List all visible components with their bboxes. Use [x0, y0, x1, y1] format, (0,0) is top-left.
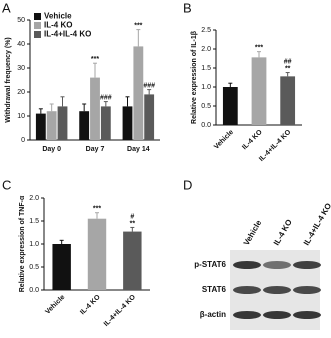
y-tick-label: 1.0 — [201, 84, 211, 91]
bar — [280, 76, 296, 125]
bar — [57, 106, 68, 140]
y-axis-label: Withdrawal frequency (%) — [5, 37, 12, 123]
y-tick-label: 10 — [17, 113, 25, 120]
legend-swatch — [34, 22, 41, 29]
y-tick-label: 2.5 — [201, 27, 211, 34]
y-tick-label: 2.0 — [201, 46, 211, 53]
bar — [122, 106, 133, 140]
blot-row-label: p-STAT6 — [194, 260, 226, 269]
blot-band — [233, 261, 261, 269]
blot-band — [263, 311, 291, 319]
panel-letter: C — [2, 177, 11, 192]
bar — [90, 77, 100, 140]
bar — [133, 46, 144, 140]
x-tick-label: IL-4 KO — [241, 128, 264, 151]
blot-band — [263, 286, 291, 294]
significance-label: ## — [284, 58, 292, 65]
y-tick-label: 20 — [17, 89, 25, 96]
x-tick-label: IL-4+IL-4 KO — [103, 293, 138, 328]
bar — [46, 111, 57, 140]
blot-band — [293, 286, 321, 294]
legend-label: IL-4+IL-4 KO — [44, 30, 91, 39]
significance-label: *** — [91, 56, 99, 63]
bar — [79, 111, 90, 140]
y-tick-label: 0 — [21, 137, 25, 144]
blot-row-label: β-actin — [200, 310, 226, 319]
significance-label: ### — [100, 94, 112, 101]
y-tick-label: 0.0 — [29, 287, 39, 294]
legend-swatch — [34, 13, 41, 20]
blot-column-label: IL-4 KO — [272, 218, 294, 247]
y-tick-label: 2.0 — [29, 195, 39, 202]
bar — [123, 231, 142, 290]
y-tick-label: 1.5 — [29, 218, 39, 225]
panel-letter: B — [183, 0, 192, 15]
y-axis-label: Relative expression of IL-1β — [191, 30, 198, 124]
y-tick-label: 0.5 — [201, 103, 211, 110]
x-tick-label: Vehicle — [44, 294, 66, 316]
bar — [100, 106, 111, 140]
x-tick-label: Day 14 — [127, 146, 150, 153]
y-tick-label: 0.0 — [201, 122, 211, 129]
bar — [35, 113, 46, 140]
significance-label: *** — [93, 206, 101, 213]
y-tick-label: 1.0 — [29, 241, 39, 248]
y-tick-label: 30 — [17, 65, 25, 72]
y-tick-label: 1.5 — [201, 65, 211, 72]
y-tick-label: 0.5 — [29, 264, 39, 271]
x-tick-label: Day 7 — [86, 146, 105, 153]
blot-band — [233, 286, 261, 294]
significance-label: ### — [143, 82, 155, 89]
blot-band — [263, 261, 291, 269]
legend-label: IL-4 KO — [44, 21, 72, 30]
significance-label: ** — [285, 65, 291, 72]
blot-band — [293, 311, 321, 319]
legend-swatch — [34, 31, 41, 38]
bar — [251, 57, 267, 125]
significance-label: *** — [255, 45, 263, 52]
significance-label: *** — [134, 22, 142, 29]
blot-column-label: Vehicle — [242, 218, 264, 247]
y-axis-label: Relative expression of TNF-α — [19, 195, 26, 292]
y-tick-label: 40 — [17, 41, 25, 48]
x-tick-label: Vehicle — [213, 129, 235, 151]
x-tick-label: IL-4 KO — [79, 293, 102, 316]
panel-letter: D — [183, 177, 192, 192]
blot-band — [293, 261, 321, 269]
significance-label: ** — [130, 220, 136, 227]
panel-letter: A — [2, 0, 11, 15]
bar — [144, 94, 155, 140]
x-tick-label: Day 0 — [42, 146, 61, 153]
blot-row-label: STAT6 — [202, 285, 227, 294]
y-tick-label: 50 — [17, 17, 25, 24]
bar — [87, 218, 107, 290]
legend-label: Vehicle — [44, 12, 72, 21]
significance-label: # — [130, 213, 134, 220]
blot-band — [233, 311, 261, 319]
blot-column-label: IL-4+IL-4 KO — [302, 202, 331, 248]
bar — [222, 87, 238, 125]
bar — [52, 244, 71, 290]
